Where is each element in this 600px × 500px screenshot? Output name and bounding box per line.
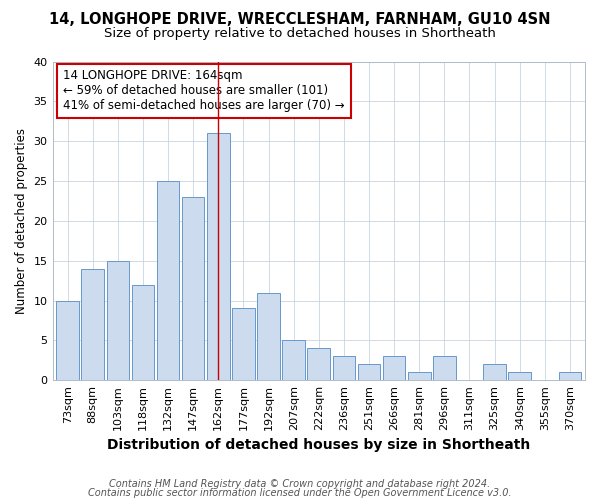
Text: Size of property relative to detached houses in Shortheath: Size of property relative to detached ho… xyxy=(104,28,496,40)
Bar xyxy=(182,197,205,380)
Bar xyxy=(232,308,255,380)
Bar xyxy=(307,348,330,380)
Bar xyxy=(157,181,179,380)
Bar xyxy=(408,372,431,380)
Bar xyxy=(332,356,355,380)
Bar xyxy=(257,292,280,380)
Bar xyxy=(383,356,406,380)
Text: 14 LONGHOPE DRIVE: 164sqm
← 59% of detached houses are smaller (101)
41% of semi: 14 LONGHOPE DRIVE: 164sqm ← 59% of detac… xyxy=(63,70,345,112)
Bar xyxy=(433,356,455,380)
Bar xyxy=(131,284,154,380)
Bar xyxy=(82,268,104,380)
Bar xyxy=(483,364,506,380)
Text: 14, LONGHOPE DRIVE, WRECCLESHAM, FARNHAM, GU10 4SN: 14, LONGHOPE DRIVE, WRECCLESHAM, FARNHAM… xyxy=(49,12,551,28)
Bar xyxy=(107,260,129,380)
Bar xyxy=(358,364,380,380)
X-axis label: Distribution of detached houses by size in Shortheath: Distribution of detached houses by size … xyxy=(107,438,530,452)
Text: Contains public sector information licensed under the Open Government Licence v3: Contains public sector information licen… xyxy=(88,488,512,498)
Text: Contains HM Land Registry data © Crown copyright and database right 2024.: Contains HM Land Registry data © Crown c… xyxy=(109,479,491,489)
Bar xyxy=(56,300,79,380)
Bar xyxy=(207,133,230,380)
Bar xyxy=(559,372,581,380)
Bar xyxy=(283,340,305,380)
Bar xyxy=(508,372,531,380)
Y-axis label: Number of detached properties: Number of detached properties xyxy=(15,128,28,314)
